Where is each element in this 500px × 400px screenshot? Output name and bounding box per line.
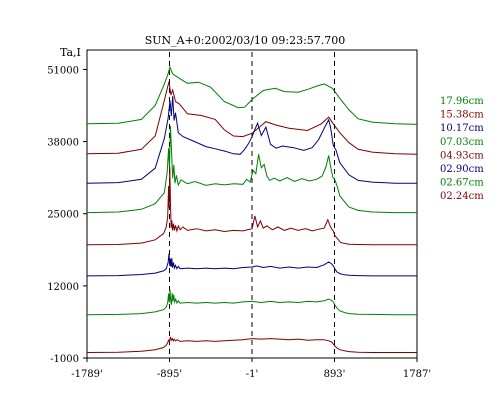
legend-entry: 02.24cm [440, 191, 484, 202]
legend-entry: 15.38cm [440, 110, 484, 121]
series-line-15.38cm [86, 81, 418, 155]
legend-entry: 10.17cm [440, 123, 484, 134]
series-layer [86, 65, 418, 353]
y-tick-label: -1000 [50, 354, 79, 365]
legend-entry: 07.03cm [440, 137, 484, 148]
series-line-02.67cm [86, 289, 417, 316]
y-axis-ticks: 51000 38000 25000 12000 -1000 [47, 65, 87, 365]
series-line-07.03cm [86, 125, 417, 214]
legend-entry: 02.90cm [440, 164, 484, 175]
x-tick-label: -895' [157, 369, 182, 380]
chart-title: SUN_A+0:2002/03/10 09:23:57.700 [145, 34, 346, 47]
series-line-17.96cm [86, 65, 418, 125]
y-tick-label: 51000 [47, 65, 79, 76]
y-axis-label: Ta,I [60, 46, 81, 59]
series-line-04.93cm [86, 166, 417, 246]
plot-frame [86, 49, 418, 359]
y-tick-label: 12000 [47, 282, 79, 293]
x-tick-label: 1787' [403, 369, 431, 380]
series-line-10.17cm [86, 96, 417, 184]
legend-entry: 17.96cm [440, 96, 484, 107]
x-axis-ticks: -1789' -895' -1' 893' 1787' [71, 358, 431, 380]
x-tick-label: 893' [324, 369, 346, 380]
x-tick-label: -1789' [71, 369, 103, 380]
x-tick-label: -1' [246, 369, 259, 380]
legend-entry: 02.67cm [440, 178, 484, 189]
legend: 17.96cm 15.38cm 10.17cm 07.03cm 04.93cm 02.90… [440, 96, 484, 202]
series-line-02.24cm [86, 336, 417, 353]
legend-entry: 04.93cm [440, 150, 484, 161]
series-line-02.90cm [86, 253, 417, 277]
y-tick-label: 25000 [47, 210, 79, 221]
reference-lines [169, 52, 335, 356]
y-tick-label: 38000 [47, 138, 79, 149]
